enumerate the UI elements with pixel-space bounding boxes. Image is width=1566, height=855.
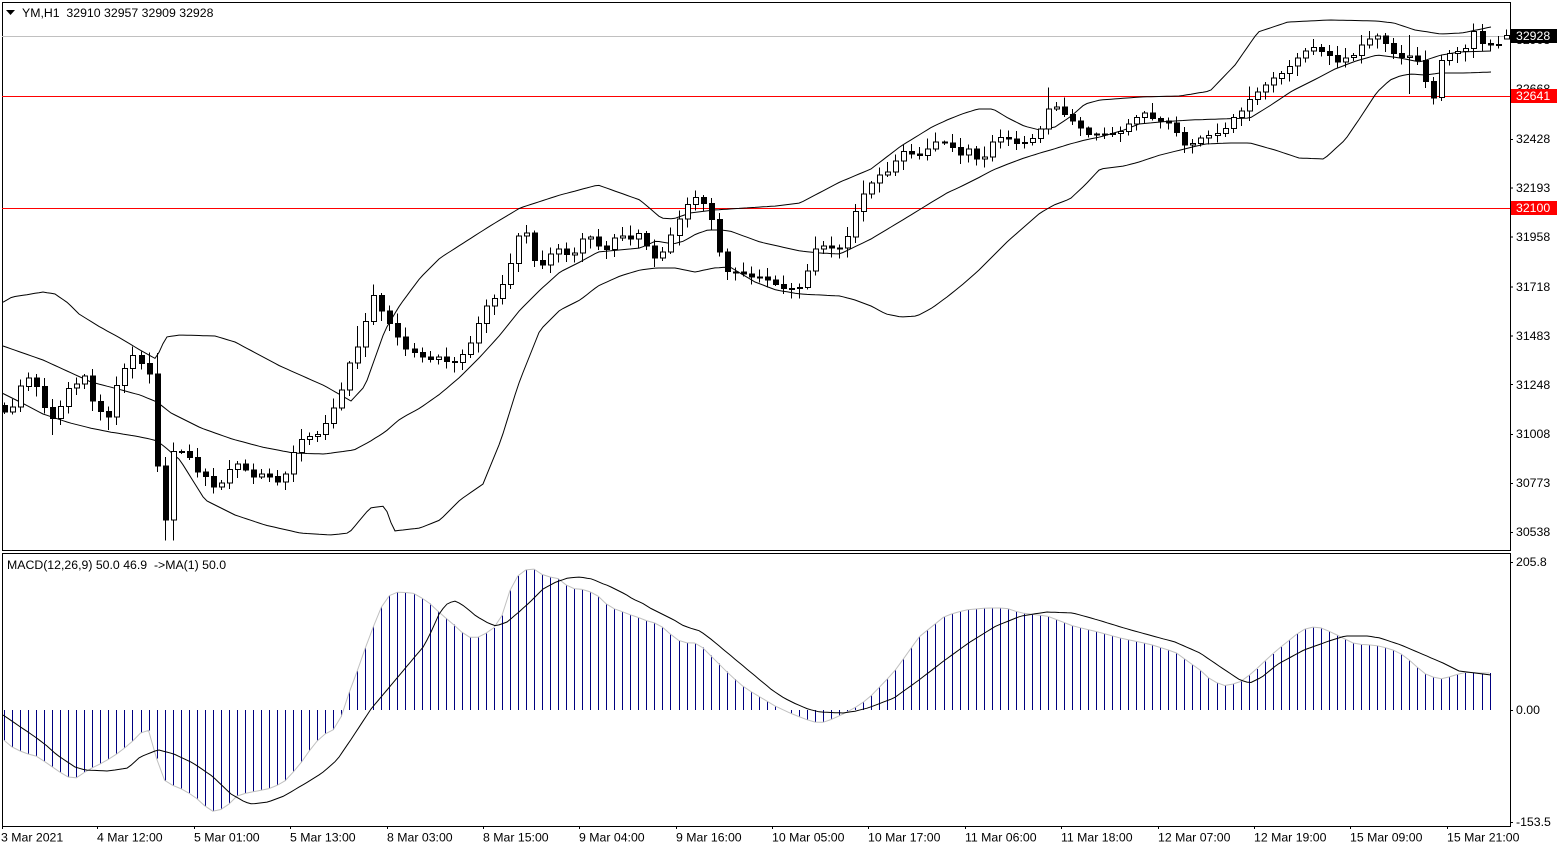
svg-text:9 Mar 04:00: 9 Mar 04:00 [579,831,645,845]
svg-text:10 Mar 17:00: 10 Mar 17:00 [868,831,941,845]
svg-text:205.8: 205.8 [1516,555,1547,569]
svg-text:YM,H1 32910 32957 32909 32928: YM,H1 32910 32957 32909 32928 [22,6,214,20]
svg-text:5 Mar 13:00: 5 Mar 13:00 [290,831,356,845]
svg-text:12 Mar 19:00: 12 Mar 19:00 [1254,831,1327,845]
svg-text:31718: 31718 [1516,280,1550,294]
svg-text:MACD(12,26,9) 50.0 46.9 ->MA(: MACD(12,26,9) 50.0 46.9 ->MA(1) 50.0 [7,558,226,572]
svg-text:11 Mar 06:00: 11 Mar 06:00 [965,831,1037,845]
svg-text:15 Mar 09:00: 15 Mar 09:00 [1350,831,1423,845]
svg-text:31248: 31248 [1516,378,1550,392]
svg-text:30538: 30538 [1516,525,1550,539]
svg-text:32641: 32641 [1516,89,1550,103]
svg-text:5 Mar 01:00: 5 Mar 01:00 [194,831,260,845]
svg-text:32428: 32428 [1516,132,1550,146]
svg-text:10 Mar 05:00: 10 Mar 05:00 [772,831,845,845]
svg-text:8 Mar 03:00: 8 Mar 03:00 [387,831,453,845]
svg-text:8 Mar 15:00: 8 Mar 15:00 [483,831,549,845]
svg-text:31958: 31958 [1516,230,1550,244]
svg-text:12 Mar 07:00: 12 Mar 07:00 [1158,831,1231,845]
svg-text:32928: 32928 [1516,29,1550,43]
svg-text:32193: 32193 [1516,181,1550,195]
svg-text:31008: 31008 [1516,427,1550,441]
svg-text:9 Mar 16:00: 9 Mar 16:00 [676,831,742,845]
svg-text:-153.5: -153.5 [1516,815,1551,829]
svg-text:4 Mar 12:00: 4 Mar 12:00 [97,831,163,845]
svg-text:3 Mar 2021: 3 Mar 2021 [1,831,63,845]
svg-text:30773: 30773 [1516,476,1550,490]
svg-text:15 Mar 21:00: 15 Mar 21:00 [1447,831,1520,845]
svg-text:11 Mar 18:00: 11 Mar 18:00 [1061,831,1133,845]
svg-text:0.00: 0.00 [1516,703,1540,717]
svg-text:32100: 32100 [1516,201,1550,215]
svg-text:31483: 31483 [1516,329,1550,343]
